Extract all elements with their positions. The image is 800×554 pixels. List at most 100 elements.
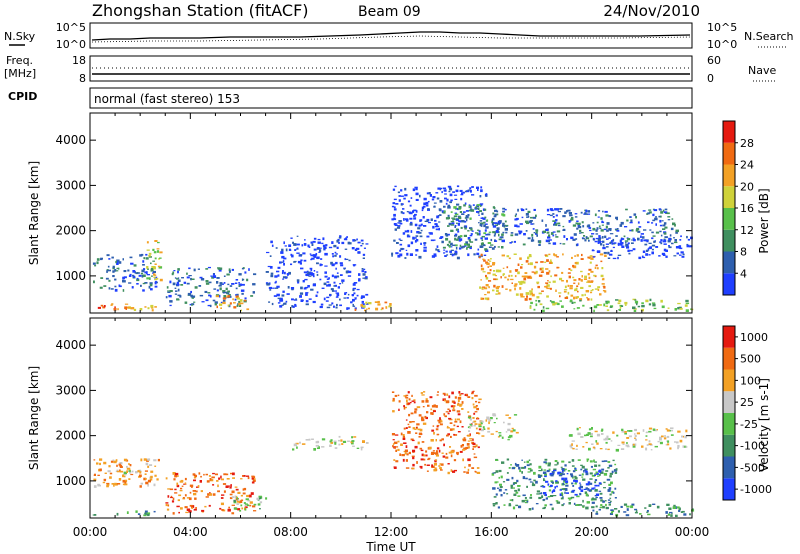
velocity-cell bbox=[605, 448, 607, 450]
power-cell bbox=[316, 273, 319, 276]
velocity-cell bbox=[610, 481, 613, 485]
velocity-cell bbox=[634, 438, 637, 441]
velocity-cell bbox=[503, 421, 505, 424]
velocity-cell bbox=[572, 485, 575, 487]
power-cell bbox=[604, 254, 607, 257]
power-cell bbox=[481, 287, 484, 290]
power-cell bbox=[150, 288, 153, 291]
power-cell bbox=[504, 224, 509, 227]
power-cell bbox=[572, 238, 576, 241]
power-cell bbox=[685, 299, 689, 303]
velocity-cell bbox=[240, 504, 243, 507]
power-cell bbox=[428, 222, 431, 224]
power-cell bbox=[632, 298, 636, 301]
velocity-cell bbox=[667, 440, 670, 443]
velocity-cell bbox=[449, 418, 453, 421]
velocity-cell bbox=[526, 485, 528, 488]
power-cell bbox=[143, 268, 146, 271]
power-cell bbox=[549, 287, 552, 290]
velocity-cell bbox=[444, 393, 446, 396]
velocity-cell bbox=[568, 434, 571, 437]
velocity-cell bbox=[518, 505, 522, 509]
velocity-cell bbox=[524, 466, 527, 469]
power-cell bbox=[573, 233, 577, 236]
power-cell bbox=[171, 273, 174, 276]
power-cell bbox=[636, 227, 640, 231]
power-cell bbox=[460, 246, 464, 249]
power-cell bbox=[127, 306, 130, 309]
velocity-cell bbox=[597, 475, 600, 477]
velocity-cell bbox=[188, 497, 192, 501]
power-cell bbox=[130, 307, 133, 310]
power-cell bbox=[481, 239, 484, 241]
power-cell bbox=[360, 245, 363, 247]
velocity-cell bbox=[574, 475, 577, 478]
velocity-cell bbox=[506, 472, 509, 474]
power-cell bbox=[538, 244, 541, 246]
velocity-cell bbox=[564, 464, 567, 467]
power-cell bbox=[564, 285, 567, 289]
velocity-cell bbox=[630, 505, 634, 509]
power-cell bbox=[277, 302, 281, 304]
velocity-cell bbox=[600, 499, 603, 502]
power-cell bbox=[603, 286, 606, 289]
velocity-cell bbox=[423, 458, 426, 461]
velocity-cell bbox=[414, 408, 418, 411]
power-cell bbox=[303, 259, 307, 262]
power-cell bbox=[414, 186, 418, 189]
power-cell bbox=[572, 264, 575, 268]
power-cell bbox=[485, 233, 488, 236]
velocity-cell bbox=[124, 479, 128, 483]
power-cell bbox=[174, 287, 177, 289]
power-cell bbox=[491, 222, 494, 226]
power-cell bbox=[221, 283, 224, 285]
power-cell bbox=[538, 300, 541, 303]
velocity-cell bbox=[599, 497, 603, 499]
power-colorbar-segment bbox=[723, 164, 735, 187]
velocity-cell bbox=[585, 506, 589, 510]
velocity-cell bbox=[498, 434, 502, 437]
x-axis-tick-labels: 00:00 04:00 08:00 12:00 16:00 20:00 00:00 bbox=[73, 525, 710, 539]
power-cell bbox=[461, 213, 465, 215]
power-cell bbox=[335, 253, 338, 255]
power-cell bbox=[437, 187, 441, 190]
power-cell bbox=[588, 240, 590, 242]
power-cell bbox=[311, 243, 314, 246]
velocity-cell bbox=[678, 507, 681, 511]
power-cell bbox=[549, 261, 552, 264]
power-cell bbox=[402, 212, 405, 215]
velocity-cell bbox=[567, 470, 571, 472]
power-cell bbox=[476, 233, 480, 236]
power-cell bbox=[107, 269, 111, 272]
power-cell bbox=[552, 213, 555, 215]
power-cell bbox=[597, 216, 600, 218]
power-cell bbox=[679, 307, 683, 310]
power-cell bbox=[532, 228, 535, 230]
velocity-cell bbox=[505, 414, 509, 416]
velocity-cell bbox=[583, 488, 587, 490]
power-cell bbox=[155, 277, 159, 280]
power-cell bbox=[458, 247, 462, 250]
power-cell bbox=[190, 290, 192, 294]
velocity-cell bbox=[607, 448, 610, 451]
power-cell bbox=[317, 247, 320, 249]
velocity-cell bbox=[135, 510, 138, 513]
power-cell bbox=[445, 237, 449, 241]
velocity-cell bbox=[431, 429, 435, 432]
power-cell bbox=[452, 219, 454, 221]
velocity-cell bbox=[571, 482, 574, 484]
velocity-cell bbox=[548, 468, 551, 471]
power-cell bbox=[319, 247, 322, 249]
velocity-cell bbox=[99, 458, 103, 461]
velocity-cell bbox=[525, 477, 528, 480]
power-cell bbox=[599, 293, 602, 296]
power-cell bbox=[635, 229, 638, 232]
power-cell bbox=[530, 223, 534, 225]
power-cell bbox=[406, 234, 410, 237]
power-cell bbox=[307, 244, 310, 248]
velocity-cell bbox=[443, 443, 445, 447]
velocity-cell bbox=[467, 440, 470, 442]
power-cell bbox=[423, 246, 427, 249]
velocity-cell bbox=[680, 511, 683, 513]
power-cell bbox=[589, 307, 592, 309]
